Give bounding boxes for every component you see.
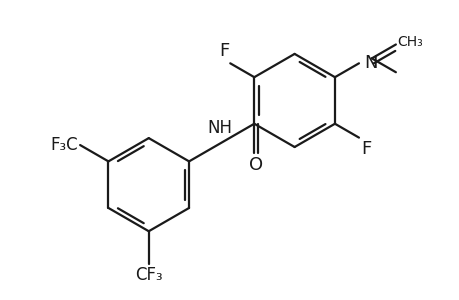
Text: O: O [249,156,263,174]
Text: CF₃: CF₃ [134,266,162,284]
Text: N: N [363,54,376,72]
Text: CH₃: CH₃ [397,35,422,49]
Text: F: F [218,42,229,60]
Text: F: F [360,140,370,158]
Text: NH: NH [207,118,232,136]
Text: F₃C: F₃C [50,136,78,154]
